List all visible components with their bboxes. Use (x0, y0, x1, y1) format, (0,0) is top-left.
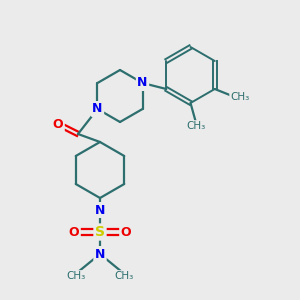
Text: CH₃: CH₃ (114, 271, 134, 281)
Text: O: O (69, 226, 79, 238)
Text: N: N (137, 76, 148, 89)
Text: N: N (95, 203, 105, 217)
Text: CH₃: CH₃ (186, 121, 205, 131)
Text: S: S (95, 225, 105, 239)
Text: O: O (53, 118, 63, 130)
Text: CH₃: CH₃ (230, 92, 249, 102)
Text: N: N (95, 248, 105, 260)
Text: O: O (121, 226, 131, 238)
Text: N: N (92, 103, 103, 116)
Text: CH₃: CH₃ (66, 271, 85, 281)
